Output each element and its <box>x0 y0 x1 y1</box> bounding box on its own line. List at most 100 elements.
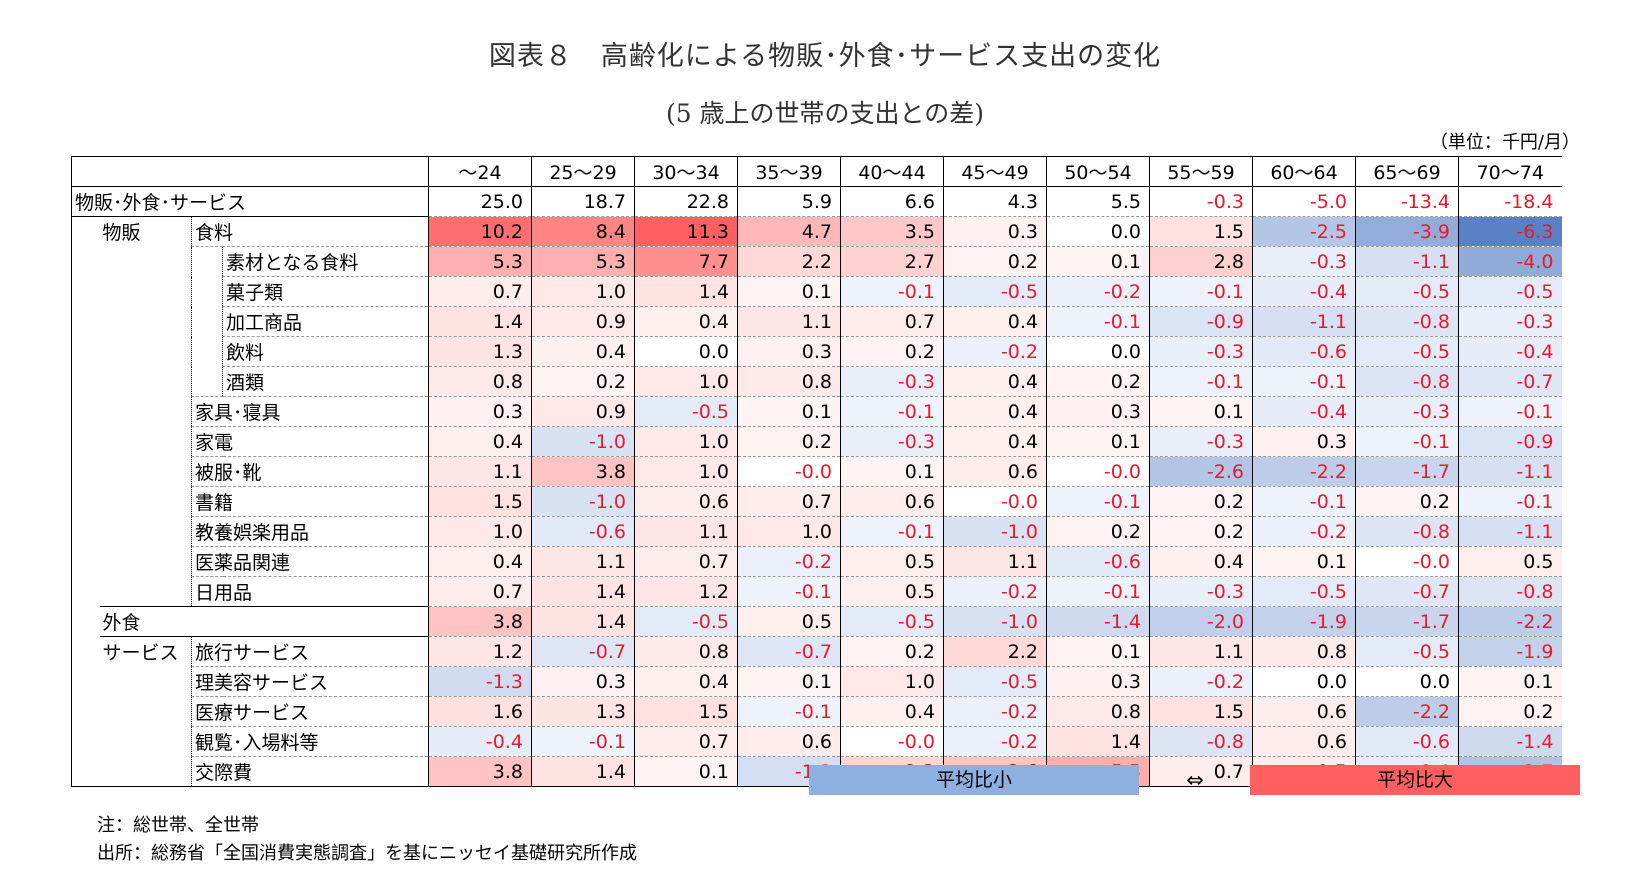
group-label <box>100 457 192 487</box>
value-cell: 1.5 <box>634 696 738 727</box>
value-cell: 0.3 <box>531 666 635 697</box>
value-cell: -0.9 <box>1458 426 1562 457</box>
value-cell: -0.5 <box>1355 276 1459 307</box>
legend-arrow: ⇔ <box>1186 768 1204 792</box>
value-cell: 7.7 <box>634 246 738 277</box>
indent-cell <box>71 666 100 697</box>
value-cell: 0.2 <box>840 336 944 367</box>
row-label: 理美容サービス <box>191 666 429 697</box>
value-cell: -6.3 <box>1458 216 1562 247</box>
value-cell: 0.7 <box>840 306 944 337</box>
table-row: 日用品 0.7 1.4 1.2 -0.1 0.5 -0.2 -0.1 -0.3 -0.5 -0.7-… <box>71 576 1562 607</box>
indent-cell <box>71 426 100 457</box>
value-cell: 0.9 <box>531 306 635 337</box>
note-source: 出所：総務省「全国消費実態調査」を基にニッセイ基礎研究所作成 <box>97 843 637 864</box>
value-cell: 8.4 <box>531 216 635 247</box>
value-cell: 0.0 <box>1252 666 1356 697</box>
value-cell: 1.0 <box>634 426 738 457</box>
value-cell: 0.6 <box>737 726 841 757</box>
value-cell: -1.9 <box>1252 606 1356 637</box>
value-cell: 0.4 <box>634 666 738 697</box>
sub-indent <box>191 306 223 337</box>
value-cell: -0.5 <box>943 666 1047 697</box>
value-cell: 0.3 <box>428 396 532 427</box>
value-cell: 0.7 <box>428 576 532 607</box>
column-header-4: 40～44 <box>840 156 944 187</box>
group-label <box>100 547 192 577</box>
indent-cell <box>71 606 100 637</box>
value-cell: -0.8 <box>1355 516 1459 547</box>
value-cell: 0.0 <box>1046 336 1150 367</box>
value-cell: -0.2 <box>737 546 841 577</box>
row-label: 食料 <box>191 216 429 247</box>
value-cell: 1.5 <box>1149 216 1253 247</box>
value-cell: -0.8 <box>1355 306 1459 337</box>
row-label: 家電 <box>191 426 429 457</box>
row-label: 書籍 <box>191 486 429 517</box>
row-label: 被服･靴 <box>191 456 429 487</box>
value-cell: 0.2 <box>1046 366 1150 397</box>
indent-cell <box>71 696 100 727</box>
table-row: 理美容サービス -1.3 0.3 0.4 0.1 1.0 -0.5 0.3 -0.2 0.0 0.0… <box>71 666 1562 697</box>
indent-cell <box>71 636 100 667</box>
value-cell: 0.1 <box>1046 246 1150 277</box>
value-cell: -1.1 <box>1458 516 1562 547</box>
value-cell: 1.2 <box>428 636 532 667</box>
value-cell: -1.0 <box>943 516 1047 547</box>
row-label: 交際費 <box>191 756 429 787</box>
value-cell: -0.3 <box>1458 306 1562 337</box>
value-cell: -0.1 <box>840 516 944 547</box>
value-cell: 4.3 <box>943 186 1047 217</box>
table-row: 家電 0.4 -1.0 1.0 0.2 -0.3 0.4 0.1 -0.3 0.3 -0.1 -0.9 <box>71 426 1562 457</box>
value-cell: -0.1 <box>1252 486 1356 517</box>
group-label <box>99 756 192 787</box>
note-source-households: 注：総世帯、全世帯 <box>97 815 259 836</box>
value-cell: 1.1 <box>634 516 738 547</box>
value-cell: 0.5 <box>840 576 944 607</box>
value-cell: -0.0 <box>1355 546 1459 577</box>
column-header-6: 50～54 <box>1046 156 1150 187</box>
value-cell: -0.3 <box>1149 426 1253 457</box>
value-cell: -0.1 <box>1046 486 1150 517</box>
value-cell: 0.2 <box>1149 516 1253 547</box>
group-label <box>100 247 192 277</box>
indent-cell <box>71 486 100 517</box>
value-cell: -1.0 <box>943 606 1047 637</box>
value-cell: -0.1 <box>1355 426 1459 457</box>
value-cell: -0.2 <box>1149 666 1253 697</box>
value-cell: 1.4 <box>634 276 738 307</box>
group-label <box>100 727 192 757</box>
row-label: 酒類 <box>222 366 429 397</box>
value-cell: -0.1 <box>737 696 841 727</box>
value-cell: 0.9 <box>531 396 635 427</box>
value-cell: 1.0 <box>531 276 635 307</box>
value-cell: -1.3 <box>428 666 532 697</box>
value-cell: -0.2 <box>943 576 1047 607</box>
indent-cell <box>71 216 100 247</box>
sub-indent <box>191 246 223 277</box>
table-row: 観覧･入場料等 -0.4 -0.1 0.7 0.6 -0.0 -0.2 1.4 -0.8 0.6-… <box>71 726 1562 757</box>
value-cell: -0.0 <box>737 456 841 487</box>
indent-cell <box>71 576 100 607</box>
value-cell: 0.1 <box>840 456 944 487</box>
value-cell: 0.7 <box>1149 756 1253 787</box>
value-cell: 1.4 <box>531 606 635 637</box>
value-cell: 0.5 <box>840 546 944 577</box>
value-cell: 0.1 <box>1149 396 1253 427</box>
value-cell: 0.0 <box>1046 216 1150 247</box>
value-cell: 0.5 <box>1458 546 1562 577</box>
value-cell: 1.1 <box>737 306 841 337</box>
value-cell: -0.1 <box>737 576 841 607</box>
row-label: 加工商品 <box>222 306 429 337</box>
value-cell: 1.0 <box>634 456 738 487</box>
value-cell: 0.2 <box>1046 516 1150 547</box>
value-cell: -0.1 <box>1458 486 1562 517</box>
value-cell: -0.1 <box>1046 306 1150 337</box>
value-cell: -0.5 <box>943 276 1047 307</box>
value-cell: 1.0 <box>840 666 944 697</box>
value-cell: -18.4 <box>1458 186 1562 217</box>
value-cell: -0.3 <box>1252 246 1356 277</box>
value-cell: 1.2 <box>634 576 738 607</box>
value-cell: 0.4 <box>634 306 738 337</box>
value-cell: -0.8 <box>1355 366 1459 397</box>
